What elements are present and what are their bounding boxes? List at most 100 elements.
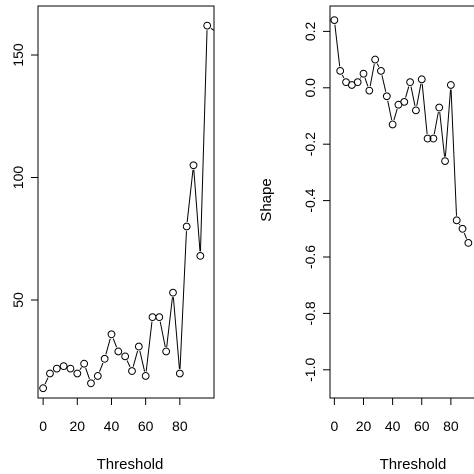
data-point bbox=[121, 352, 130, 361]
series-line-segment bbox=[193, 169, 201, 252]
series-group bbox=[39, 21, 214, 393]
data-point bbox=[377, 66, 385, 75]
series-line-segment bbox=[186, 169, 194, 222]
series-line-segment bbox=[458, 223, 461, 226]
data-point bbox=[196, 252, 205, 260]
data-point bbox=[80, 359, 89, 368]
x-tick-label: 60 bbox=[414, 418, 430, 434]
x-tick-label: 80 bbox=[172, 418, 188, 434]
series-line-segment bbox=[387, 100, 393, 121]
series-line-segment bbox=[405, 86, 410, 98]
series-line-segment bbox=[410, 86, 416, 106]
y-tick-label: 50 bbox=[10, 292, 26, 308]
data-point bbox=[59, 362, 68, 371]
series-line-segment bbox=[139, 350, 146, 372]
data-point bbox=[39, 384, 48, 393]
data-point bbox=[371, 55, 380, 64]
y-tick-label: 0.0 bbox=[302, 78, 318, 98]
y-tick-label: -0.6 bbox=[302, 245, 318, 269]
series-line-segment bbox=[145, 321, 153, 372]
data-point bbox=[429, 134, 438, 143]
x-axis-title: Threshold bbox=[380, 456, 447, 473]
series-line-segment bbox=[99, 362, 104, 372]
y-tick-label: -0.2 bbox=[302, 132, 318, 156]
series-line-segment bbox=[364, 77, 369, 87]
data-point bbox=[336, 66, 345, 75]
data-point bbox=[46, 369, 54, 378]
y-axis-title: Shape bbox=[258, 178, 275, 221]
data-point bbox=[189, 161, 198, 170]
plot-frame bbox=[329, 5, 474, 399]
series-line-segment bbox=[132, 350, 139, 367]
panel-threshold-scale: 0 20 40 60 80 50 100 150 Threshold bbox=[10, 5, 215, 473]
data-point bbox=[353, 78, 362, 87]
series-line-segment bbox=[341, 74, 345, 79]
x-tick-label: 0 bbox=[330, 418, 338, 434]
data-point bbox=[93, 372, 102, 380]
y-tick-label: 0.2 bbox=[302, 21, 318, 41]
series-line-segment bbox=[463, 232, 468, 239]
series-line-segment bbox=[433, 111, 439, 135]
series-line-segment bbox=[439, 112, 446, 157]
series-line-segment bbox=[369, 64, 375, 87]
y-tick-label: -1.0 bbox=[302, 358, 318, 382]
data-point bbox=[128, 367, 136, 375]
data-point bbox=[359, 69, 368, 78]
series-line-segment bbox=[199, 30, 208, 252]
series-line-segment bbox=[421, 83, 428, 135]
data-point bbox=[148, 313, 157, 322]
y-tick-label: 100 bbox=[10, 166, 26, 190]
x-tick-label: 20 bbox=[356, 418, 372, 434]
series-line-segment bbox=[44, 377, 49, 385]
y-tick-label: -0.4 bbox=[302, 188, 318, 212]
data-point bbox=[365, 86, 374, 95]
x-tick-label: 0 bbox=[39, 418, 47, 434]
series-line-segment bbox=[85, 367, 90, 380]
series-line-segment bbox=[334, 24, 341, 67]
series-line-segment bbox=[210, 27, 214, 31]
x-axis-title: Threshold bbox=[97, 456, 164, 473]
data-point bbox=[382, 92, 391, 101]
data-point bbox=[155, 313, 164, 322]
series-line-segment bbox=[416, 83, 422, 106]
series-line-segment bbox=[172, 297, 180, 369]
series-line-segment bbox=[112, 338, 118, 348]
panel-threshold-shape: 0 20 40 60 80 0.2 0.0 -0.2 -0.4 -0.6 -0.8 -1.0 Thres… bbox=[258, 5, 474, 473]
series-group bbox=[330, 16, 473, 247]
series-line-segment bbox=[359, 77, 362, 79]
series-line-segment bbox=[159, 321, 166, 348]
series-line-segment bbox=[93, 378, 96, 381]
y-tick-label: 150 bbox=[10, 43, 26, 67]
data-point bbox=[423, 134, 432, 143]
data-point bbox=[203, 21, 212, 30]
data-point bbox=[73, 369, 82, 378]
data-point bbox=[107, 330, 116, 339]
data-point bbox=[141, 372, 150, 380]
x-tick-label: 80 bbox=[443, 418, 459, 434]
data-point bbox=[162, 347, 171, 356]
data-point bbox=[441, 157, 449, 166]
series-line-segment bbox=[105, 338, 111, 355]
data-point bbox=[134, 342, 143, 351]
data-point bbox=[446, 81, 455, 89]
data-point bbox=[182, 222, 191, 231]
x-tick-label: 20 bbox=[70, 418, 86, 434]
data-point bbox=[100, 354, 109, 363]
data-point bbox=[114, 347, 123, 356]
x-tick-label: 40 bbox=[104, 418, 120, 434]
series-line-segment bbox=[450, 89, 458, 216]
data-point bbox=[169, 288, 177, 297]
series-line-segment bbox=[166, 297, 173, 347]
data-point bbox=[175, 369, 184, 378]
data-point bbox=[412, 106, 420, 115]
plot-frame bbox=[37, 5, 215, 399]
data-point bbox=[52, 364, 61, 373]
data-point bbox=[464, 238, 473, 247]
series-line-segment bbox=[126, 360, 131, 368]
data-point bbox=[388, 120, 397, 129]
series-line-segment bbox=[381, 75, 387, 92]
data-point bbox=[406, 78, 414, 87]
data-point bbox=[66, 364, 75, 373]
series-line-segment bbox=[79, 367, 82, 371]
data-point bbox=[435, 103, 444, 112]
